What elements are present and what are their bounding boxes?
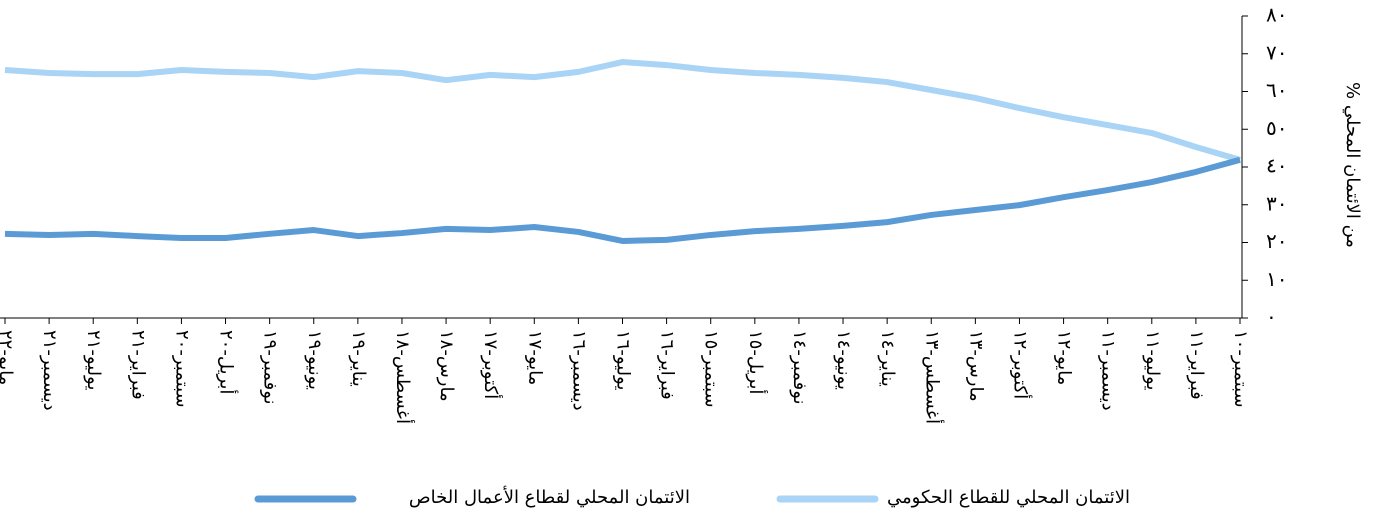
x-tick-label: يناير-١٩ bbox=[348, 330, 369, 387]
y-tick-label: ١٠ bbox=[1266, 267, 1287, 291]
x-tick-label: يناير-١٤ bbox=[877, 330, 898, 387]
x-tick-label: يونيو-١٩ bbox=[304, 330, 325, 390]
x-tick-label: أكتوبر-١٧ bbox=[480, 330, 503, 399]
x-tick-label: فبراير-١١ bbox=[1186, 330, 1207, 400]
y-tick-label: ٦٠ bbox=[1266, 78, 1287, 102]
legend-label: الائتمان المحلي للقطاع الحكومي bbox=[887, 487, 1130, 508]
y-tick-label: ٢٠ bbox=[1266, 229, 1287, 253]
y-tick-label: ٧٠ bbox=[1266, 40, 1287, 64]
x-tick-label: مايو-١٢ bbox=[1054, 330, 1075, 385]
y-tick-label: ٤٠ bbox=[1266, 154, 1287, 178]
legend-label: الائتمان المحلي لقطاع الأعمال الخاص bbox=[409, 486, 690, 508]
x-tick-label: أكتوبر-١٢ bbox=[1009, 330, 1032, 399]
x-tick-label: مارس-١٨ bbox=[436, 330, 457, 402]
x-tick-label: سبتمبر-٢٠ bbox=[171, 330, 192, 408]
y-axis-label: % من الائتمان المحلي bbox=[1342, 82, 1363, 248]
x-tick-label: فبراير-٢١ bbox=[127, 330, 148, 400]
x-tick-label: مايو-١٧ bbox=[524, 330, 545, 385]
x-tick-label: نوفمبر-١٤ bbox=[789, 330, 810, 405]
x-tick-label: ديسمبر-١٦ bbox=[568, 330, 589, 411]
x-tick-label: ديسمبر-٢١ bbox=[39, 330, 60, 411]
x-tick-label: يونيو-١٤ bbox=[833, 330, 854, 390]
x-tick-label: مايو-٢٢ bbox=[0, 330, 16, 385]
x-tick-label: أبريل-٢٠ bbox=[216, 330, 239, 394]
series-line bbox=[4, 59, 1241, 163]
x-tick-label: أغسطس-١٨ bbox=[392, 330, 415, 424]
x-tick-label: يوليو-١٦ bbox=[613, 330, 634, 390]
x-tick-label: سبتمبر-١٠ bbox=[1230, 330, 1251, 408]
x-tick-label: ديسمبر-١١ bbox=[1098, 330, 1119, 411]
x-tick-label: نوفمبر-١٩ bbox=[260, 330, 281, 405]
x-tick-label: يوليو-١١ bbox=[1142, 330, 1163, 390]
y-tick-label: ٨٠ bbox=[1266, 3, 1287, 27]
x-tick-label: سبتمبر-١٥ bbox=[701, 330, 722, 408]
x-tick-label: فبراير-١٦ bbox=[657, 330, 678, 400]
y-tick-label: ٣٠ bbox=[1266, 191, 1287, 215]
x-tick-label: مارس-١٣ bbox=[965, 330, 986, 402]
y-tick-label: ٠ bbox=[1266, 305, 1277, 329]
x-tick-label: يوليو-٢١ bbox=[83, 330, 104, 390]
series-line bbox=[4, 156, 1241, 244]
y-tick-label: ٥٠ bbox=[1266, 116, 1287, 140]
x-tick-label: أبريل-١٥ bbox=[745, 330, 768, 394]
x-tick-label: أغسطس-١٣ bbox=[921, 330, 944, 424]
